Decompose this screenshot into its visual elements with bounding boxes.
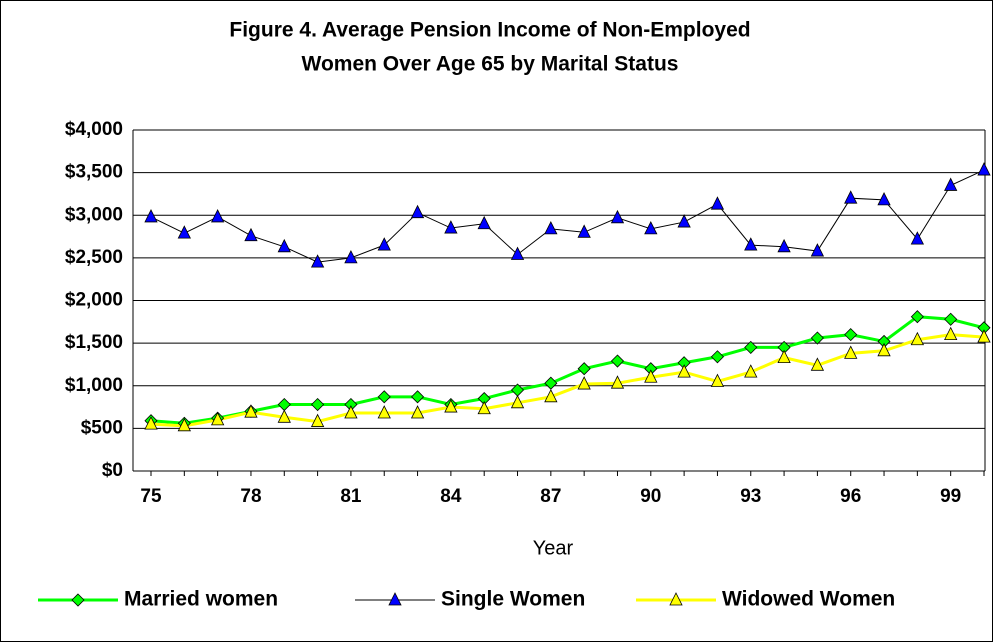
marker — [277, 238, 291, 253]
marker — [944, 326, 958, 341]
marker — [610, 354, 625, 368]
x-tick-label: 78 — [240, 486, 261, 507]
marker — [344, 249, 358, 264]
marker — [910, 231, 925, 245]
y-tick-label: $1,000 — [65, 375, 123, 396]
marker — [610, 209, 625, 224]
marker — [910, 310, 924, 324]
x-tick-label: 75 — [140, 486, 162, 507]
marker — [577, 362, 591, 376]
x-tick-label: 93 — [740, 486, 761, 507]
marker — [544, 220, 558, 235]
marker — [577, 224, 591, 238]
chart-title: Women Over Age 65 by Marital Status — [302, 53, 679, 76]
marker — [577, 376, 591, 390]
marker — [977, 162, 991, 176]
marker — [744, 237, 758, 251]
marker — [410, 405, 425, 419]
marker — [177, 225, 191, 239]
marker — [744, 364, 758, 378]
marker — [777, 349, 791, 364]
legend-label: Widowed Women — [722, 588, 895, 611]
x-tick-label: 96 — [840, 486, 861, 507]
marker — [144, 209, 158, 223]
marker — [244, 404, 258, 418]
marker — [944, 177, 958, 191]
marker — [844, 190, 858, 204]
marker — [71, 593, 85, 607]
marker — [710, 196, 725, 210]
marker — [311, 397, 325, 412]
legend-label: Married women — [124, 588, 278, 611]
y-tick-label: $3,500 — [65, 162, 123, 183]
x-axis-label: Year — [533, 537, 574, 559]
marker — [144, 416, 158, 430]
marker — [677, 364, 691, 378]
marker — [910, 331, 925, 346]
y-tick-label: $2,000 — [65, 290, 123, 311]
marker — [310, 254, 325, 268]
marker — [444, 220, 458, 234]
x-tick-label: 84 — [440, 486, 462, 507]
marker — [810, 243, 825, 257]
y-tick-label: $4,000 — [65, 119, 123, 140]
legend-label: Single Women — [441, 588, 585, 611]
marker — [810, 357, 825, 371]
marker — [410, 204, 425, 219]
marker — [510, 394, 525, 409]
marker — [277, 409, 291, 423]
marker — [977, 329, 991, 343]
marker — [377, 237, 391, 251]
marker — [710, 350, 725, 364]
marker — [210, 209, 225, 223]
x-tick-label: 87 — [540, 486, 561, 507]
y-tick-label: $3,000 — [65, 204, 123, 225]
marker — [944, 312, 958, 326]
marker — [844, 345, 858, 359]
marker — [877, 192, 891, 206]
marker — [644, 220, 658, 235]
y-tick-label: $1,500 — [65, 332, 123, 353]
x-tick-label: 81 — [340, 486, 362, 507]
y-tick-label: $500 — [81, 417, 123, 438]
series-line — [150, 333, 985, 428]
chart-title: Figure 4. Average Pension Income of Non-… — [229, 19, 750, 42]
marker — [388, 592, 402, 606]
marker — [510, 246, 525, 260]
marker — [644, 369, 658, 383]
marker — [844, 328, 858, 342]
marker — [244, 227, 258, 242]
x-tick-label: 99 — [940, 486, 961, 507]
marker — [377, 405, 391, 419]
marker — [669, 592, 683, 606]
marker — [810, 331, 824, 345]
marker — [710, 373, 725, 387]
marker — [744, 340, 758, 354]
y-tick-label: $0 — [102, 460, 123, 481]
marker — [477, 400, 491, 415]
marker — [477, 215, 491, 230]
marker — [444, 399, 458, 413]
marker — [410, 390, 425, 404]
marker — [677, 214, 691, 228]
marker — [177, 417, 191, 432]
series-line — [150, 169, 985, 263]
x-tick-label: 90 — [640, 486, 661, 507]
marker — [777, 238, 791, 253]
marker — [610, 375, 625, 389]
y-tick-label: $2,500 — [65, 247, 123, 268]
marker — [210, 411, 225, 426]
marker — [544, 388, 558, 403]
marker — [377, 390, 391, 404]
marker — [310, 413, 325, 427]
marker — [877, 342, 891, 357]
marker — [344, 405, 358, 419]
